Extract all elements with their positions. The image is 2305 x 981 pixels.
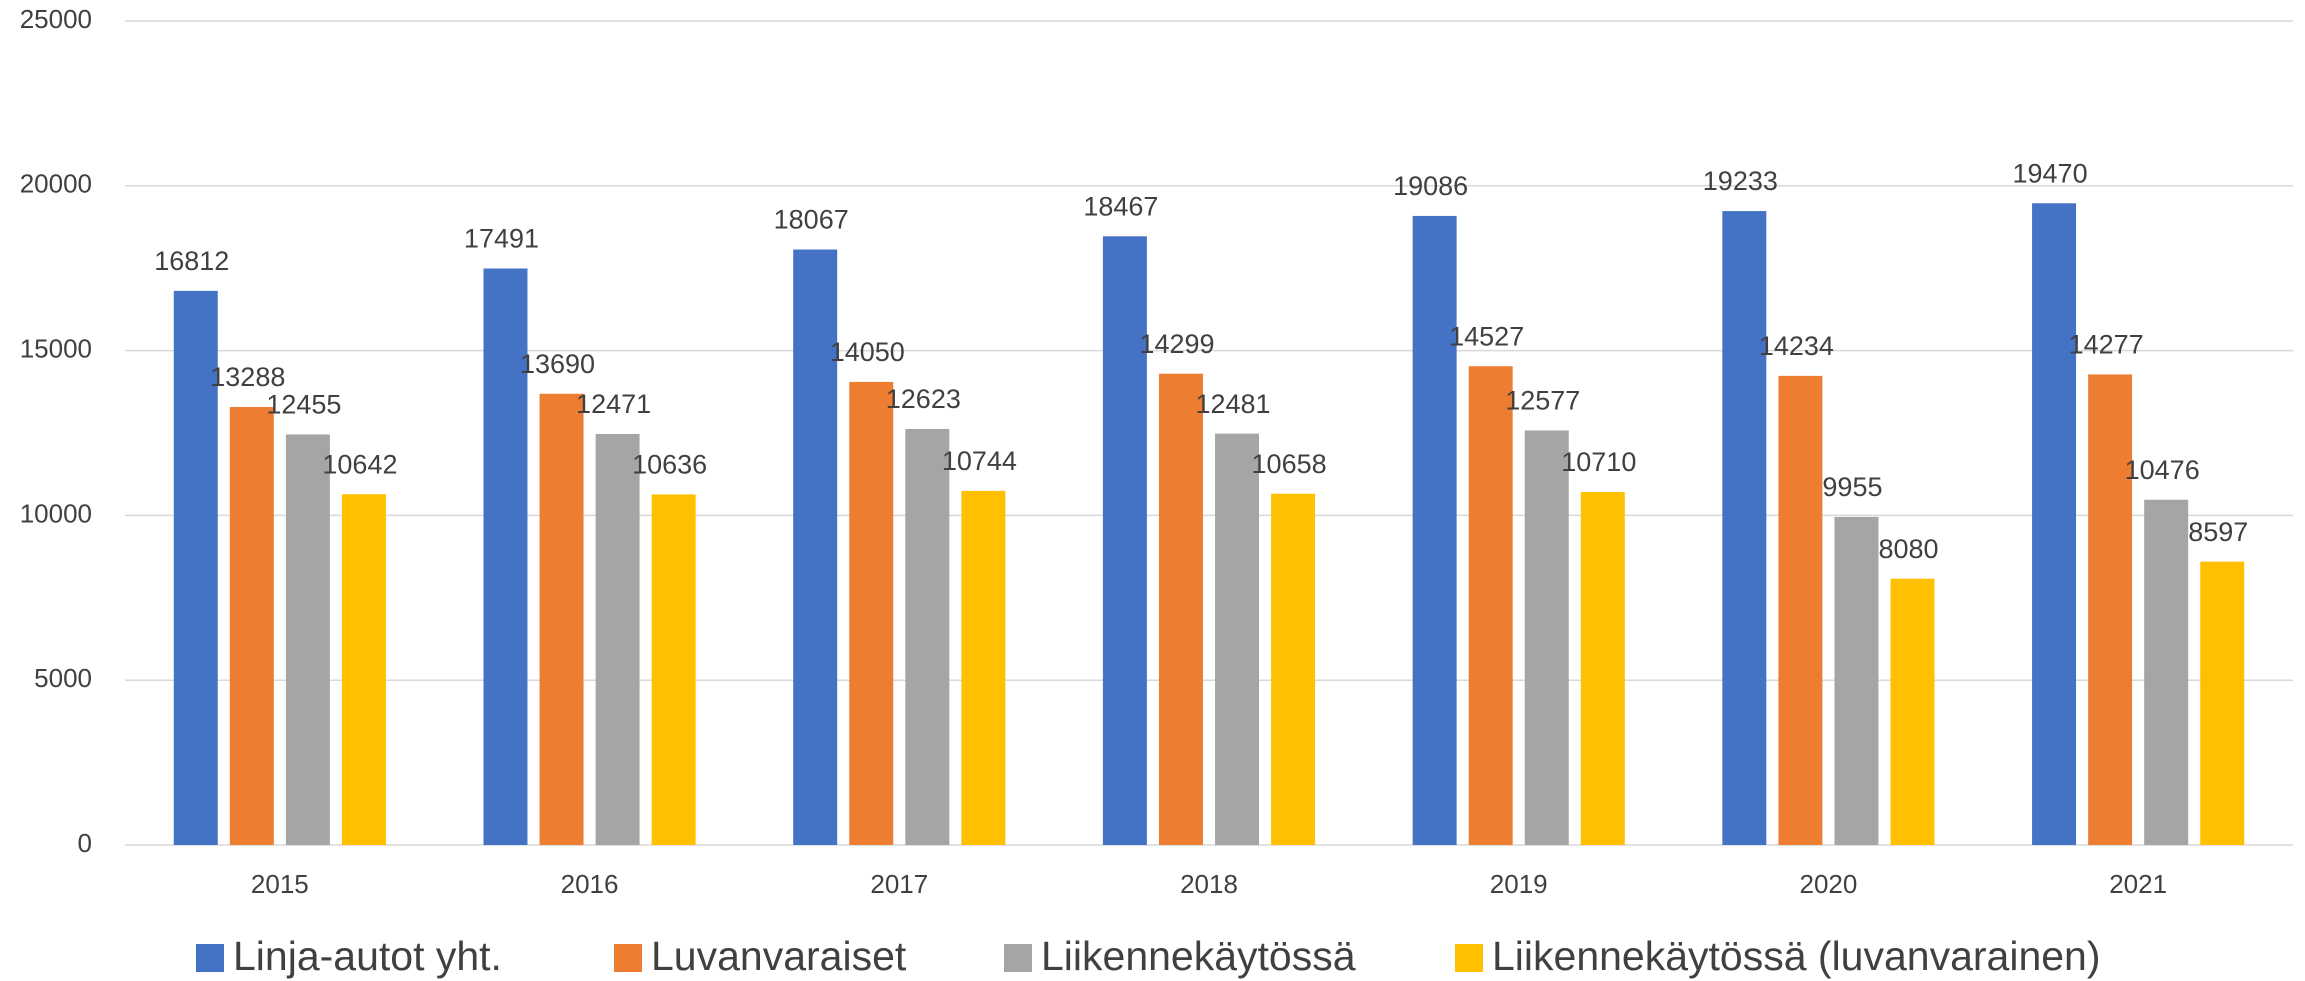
y-tick-label: 25000 xyxy=(20,4,92,34)
data-label: 18467 xyxy=(1083,191,1158,221)
legend-swatch xyxy=(614,944,642,972)
bar xyxy=(651,494,696,845)
bar xyxy=(2144,499,2189,845)
x-tick-label: 2021 xyxy=(2109,869,2167,899)
bar xyxy=(1215,433,1260,845)
data-label: 19233 xyxy=(1703,166,1778,196)
bar xyxy=(1271,493,1316,845)
bar xyxy=(2032,203,2077,845)
x-tick-label: 2020 xyxy=(1800,869,1858,899)
bar xyxy=(539,393,584,845)
bar xyxy=(1468,366,1513,845)
bar xyxy=(793,249,838,846)
legend-label: Linja-autot yht. xyxy=(233,933,502,979)
bar xyxy=(1524,430,1569,845)
y-tick-label: 20000 xyxy=(20,169,92,199)
x-tick-label: 2018 xyxy=(1180,869,1238,899)
bar xyxy=(2088,374,2133,845)
data-label: 12481 xyxy=(1195,389,1270,419)
bar xyxy=(1834,516,1879,845)
data-label: 12455 xyxy=(266,390,341,420)
legend-swatch xyxy=(1455,944,1483,972)
bar xyxy=(341,494,386,845)
data-label: 12577 xyxy=(1505,386,1580,416)
data-label: 16812 xyxy=(154,246,229,276)
x-tick-label: 2019 xyxy=(1490,869,1548,899)
data-label: 10710 xyxy=(1561,447,1636,477)
legend-label: Luvanvaraiset xyxy=(651,933,907,979)
data-label: 10744 xyxy=(942,446,1017,476)
bar xyxy=(849,381,894,845)
bar xyxy=(483,268,528,845)
data-label: 10476 xyxy=(2125,455,2200,485)
data-label: 13288 xyxy=(210,362,285,392)
x-tick-label: 2015 xyxy=(251,869,309,899)
bar xyxy=(961,490,1006,845)
data-label: 19470 xyxy=(2013,158,2088,188)
data-label: 8597 xyxy=(2188,517,2248,547)
data-label: 19086 xyxy=(1393,171,1468,201)
data-label: 12623 xyxy=(886,384,961,414)
legend-swatch xyxy=(196,944,224,972)
data-label: 18067 xyxy=(774,205,849,235)
legend-swatch xyxy=(1004,944,1032,972)
bar xyxy=(1580,491,1625,845)
bar xyxy=(1778,375,1823,845)
data-label: 10636 xyxy=(632,450,707,480)
legend-label: Liikennekäytössä xyxy=(1041,933,1356,979)
data-label: 13690 xyxy=(520,349,595,379)
data-label: 12471 xyxy=(576,389,651,419)
data-label: 9955 xyxy=(1822,472,1882,502)
data-label: 14527 xyxy=(1449,321,1524,351)
data-label: 8080 xyxy=(1878,534,1938,564)
bar xyxy=(1722,211,1767,845)
bar xyxy=(1158,373,1203,845)
x-tick-label: 2016 xyxy=(561,869,619,899)
bar xyxy=(173,290,218,845)
bar xyxy=(905,428,950,845)
y-tick-label: 0 xyxy=(78,828,92,858)
data-label: 14234 xyxy=(1759,331,1834,361)
y-tick-label: 15000 xyxy=(20,333,92,363)
x-tick-label: 2017 xyxy=(870,869,928,899)
data-label: 14277 xyxy=(2069,330,2144,360)
data-label: 17491 xyxy=(464,224,539,254)
bar xyxy=(2200,561,2245,845)
y-tick-label: 5000 xyxy=(34,663,92,693)
legend-label: Liikennekäytössä (luvanvarainen) xyxy=(1492,933,2101,979)
bar xyxy=(1102,236,1147,845)
bar xyxy=(229,407,274,845)
bar xyxy=(1412,215,1457,846)
data-label: 10642 xyxy=(322,449,397,479)
data-label: 14299 xyxy=(1139,329,1214,359)
data-label: 14050 xyxy=(830,337,905,367)
bar xyxy=(285,434,330,845)
bar xyxy=(1890,578,1935,845)
bar xyxy=(595,433,640,845)
data-label: 10658 xyxy=(1252,449,1327,479)
y-tick-label: 10000 xyxy=(20,498,92,528)
